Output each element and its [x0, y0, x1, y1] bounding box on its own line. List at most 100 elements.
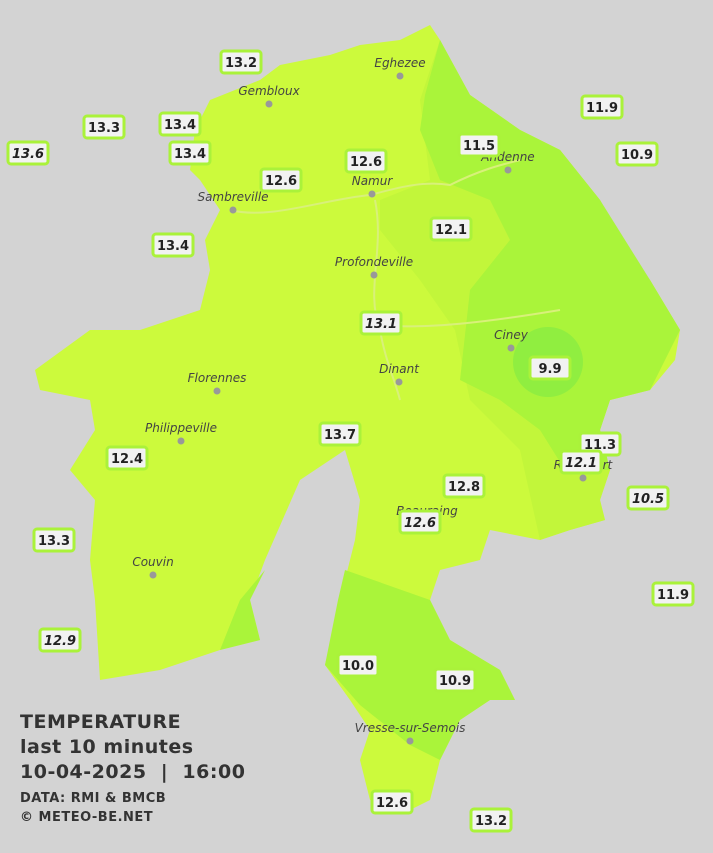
- place-dot: [507, 344, 515, 352]
- place-dot: [149, 571, 157, 579]
- place-dot: [396, 72, 404, 80]
- reading-value: 10.9: [439, 674, 471, 689]
- reading-value: 9.9: [538, 362, 561, 377]
- reading-box: [626, 485, 670, 511]
- reading: 12.1: [559, 449, 603, 475]
- reading-value: 13.4: [174, 147, 206, 162]
- reading-value: 12.6: [404, 516, 436, 531]
- reading-box: [318, 421, 362, 447]
- reading: 12.4: [105, 445, 149, 471]
- reading: 13.7: [318, 421, 362, 447]
- reading-value: 13.2: [225, 56, 257, 71]
- zone-sw: [220, 570, 265, 650]
- title: TEMPERATURE: [20, 711, 182, 733]
- reading: 11.9: [580, 94, 624, 120]
- reading-value: 13.3: [88, 121, 120, 136]
- reading-box: [151, 232, 195, 258]
- reading: 13.3: [82, 114, 126, 140]
- reading: 13.6: [6, 140, 50, 166]
- subtitle: last 10 minutes: [20, 736, 194, 758]
- reading-value: 12.8: [448, 480, 480, 495]
- reading: 12.9: [38, 627, 82, 653]
- place-name: Dinant: [379, 362, 420, 376]
- reading-value: 13.4: [164, 118, 196, 133]
- reading: 13.2: [469, 807, 513, 833]
- reading-box: [528, 355, 572, 381]
- reading-box: [457, 132, 501, 158]
- reading: 10.5: [626, 485, 670, 511]
- legend: TEMPERATURE last 10 minutes 10-04-2025 |…: [20, 710, 245, 827]
- reading: 12.6: [259, 167, 303, 193]
- zone-south: [325, 570, 515, 760]
- reading-box: [398, 509, 442, 535]
- place-dot: [370, 271, 378, 279]
- credit: © METEO-BE.NET: [20, 810, 154, 825]
- reading-box: [105, 445, 149, 471]
- reading: 13.4: [168, 140, 212, 166]
- reading-box: [559, 449, 603, 475]
- place-dot: [368, 190, 376, 198]
- place-name: Profondeville: [335, 255, 413, 269]
- reading-value: 11.9: [586, 101, 618, 116]
- reading: 10.9: [615, 141, 659, 167]
- reading-value: 13.6: [12, 147, 44, 162]
- reading-value: 12.4: [111, 452, 143, 467]
- reading-value: 11.9: [657, 588, 689, 603]
- datetime: 10-04-2025 | 16:00: [20, 761, 246, 783]
- place-dot: [229, 206, 237, 214]
- place-dot: [504, 166, 512, 174]
- reading: 12.6: [344, 148, 388, 174]
- place-dot: [177, 437, 185, 445]
- reading-value: 10.9: [621, 148, 653, 163]
- reading: 12.8: [442, 473, 486, 499]
- reading-box: [38, 627, 82, 653]
- reading-value: 11.3: [584, 438, 616, 453]
- reading-value: 12.6: [376, 796, 408, 811]
- place-dot: [395, 378, 403, 386]
- reading-value: 12.1: [565, 456, 597, 471]
- reading-value: 12.9: [44, 634, 76, 649]
- reading: 13.1: [359, 310, 403, 336]
- reading-box: [259, 167, 303, 193]
- reading: 12.6: [370, 789, 414, 815]
- place-dot: [213, 387, 221, 395]
- reading-box: [158, 111, 202, 137]
- reading: 11.9: [651, 581, 695, 607]
- place-name: Namur: [352, 174, 394, 188]
- place-name: Philippeville: [145, 421, 217, 435]
- place-dot: [579, 474, 587, 482]
- place-name: Vresse-sur-Semois: [355, 721, 466, 735]
- reading: 13.2: [219, 49, 263, 75]
- reading-box: [344, 148, 388, 174]
- reading: 11.5: [457, 132, 501, 158]
- reading-box: [442, 473, 486, 499]
- reading-box: [433, 667, 477, 693]
- source: DATA: RMI & BMCB: [20, 791, 167, 806]
- reading-value: 13.3: [38, 534, 70, 549]
- reading-box: [615, 141, 659, 167]
- place-name: Eghezee: [374, 56, 425, 70]
- reading: 13.4: [158, 111, 202, 137]
- place-name: Ciney: [494, 328, 529, 342]
- reading: 12.6: [398, 509, 442, 535]
- reading: 12.1: [429, 216, 473, 242]
- reading-value: 10.5: [632, 492, 664, 507]
- reading-value: 13.4: [157, 239, 189, 254]
- reading-box: [6, 140, 50, 166]
- reading-box: [219, 49, 263, 75]
- place-name: Couvin: [132, 555, 173, 569]
- reading-box: [580, 94, 624, 120]
- reading-box: [168, 140, 212, 166]
- reading-box: [336, 652, 380, 678]
- reading-value: 12.6: [350, 155, 382, 170]
- reading-value: 13.1: [365, 317, 397, 332]
- reading-value: 12.6: [265, 174, 297, 189]
- reading: 9.9: [528, 355, 572, 381]
- reading: 10.9: [433, 667, 477, 693]
- reading-box: [32, 527, 76, 553]
- place-dot: [406, 737, 414, 745]
- reading-box: [429, 216, 473, 242]
- reading: 13.3: [32, 527, 76, 553]
